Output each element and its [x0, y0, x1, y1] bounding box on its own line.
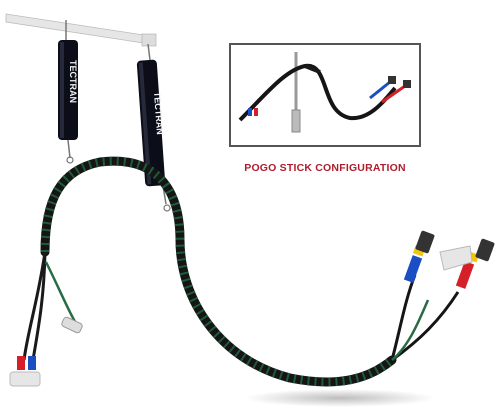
brand-label-left: TECTRAN [68, 60, 78, 103]
overhead-bracket [5, 13, 157, 47]
spring-hanger-left: TECTRAN [58, 20, 78, 164]
right-connector-red [455, 261, 475, 289]
right-tail-lines [390, 230, 495, 362]
left-connector-red [17, 356, 25, 370]
main-hose [40, 156, 397, 387]
pogo-stick-inset [229, 43, 421, 147]
floor-shadow [245, 389, 435, 407]
left-connector-blue [28, 356, 36, 370]
inset-caption: POGO STICK CONFIGURATION [244, 162, 406, 174]
spring-hanger-right: TECTRAN [136, 43, 171, 212]
right-connector-blue [403, 255, 423, 283]
brand-label-right: TECTRAN [152, 91, 165, 135]
left-tail-lines [9, 251, 83, 387]
